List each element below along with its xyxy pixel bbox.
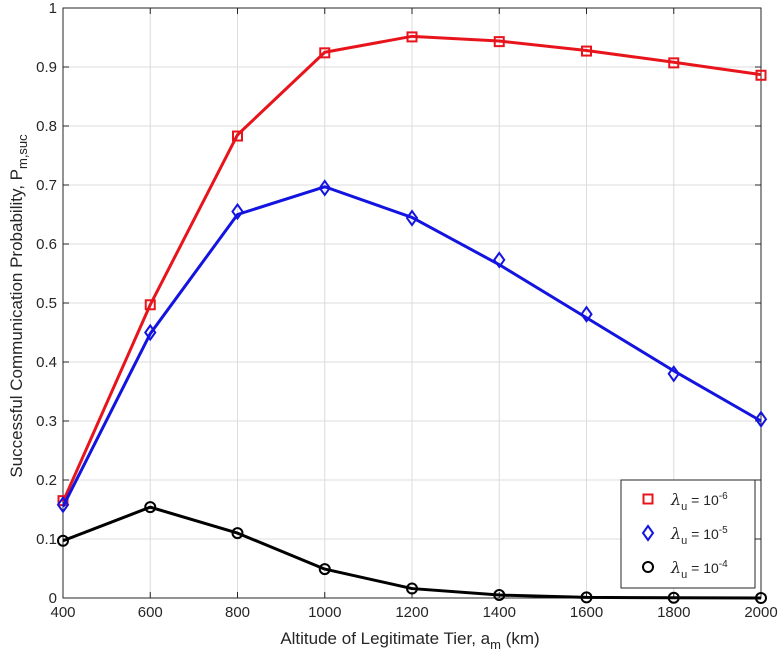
data-point <box>144 323 157 342</box>
x-tick-label: 800 <box>225 604 250 621</box>
x-tick-label: 1000 <box>308 604 341 621</box>
x-tick-label: 2000 <box>744 604 777 621</box>
x-tick-label: 400 <box>50 604 75 621</box>
y-tick-label: 0.1 <box>36 531 57 548</box>
legend-label: λu = 10-4 <box>670 558 728 581</box>
data-point <box>406 31 418 43</box>
legend-entry: λu = 10-4 <box>642 558 728 581</box>
data-point <box>755 69 767 81</box>
series-line <box>62 505 762 600</box>
data-point <box>144 501 157 514</box>
legend-entry: λu = 10-6 <box>642 490 728 513</box>
x-tick-label: 1600 <box>570 604 603 621</box>
y-tick-label: 0.3 <box>36 413 57 430</box>
x-tick-label: 600 <box>138 604 163 621</box>
data-point <box>667 365 680 383</box>
legend-label: λu = 10-6 <box>670 490 728 513</box>
data-point <box>667 591 680 604</box>
x-axis-title: Altitude of Legitimate Tier, am (km) <box>280 629 539 652</box>
series-line <box>61 185 762 508</box>
data-point <box>493 251 506 269</box>
data-point <box>580 305 593 323</box>
data-point <box>318 563 331 576</box>
y-tick-label: 0.5 <box>36 295 57 312</box>
y-tick-label: 0.7 <box>36 177 57 194</box>
data-point <box>493 36 505 48</box>
x-tick-label: 1400 <box>483 604 516 621</box>
y-tick-label: 0.8 <box>36 118 57 135</box>
legend-label: λu = 10-5 <box>670 524 728 547</box>
y-tick-label: 0.6 <box>36 236 57 253</box>
legend: λu = 10-6 λu = 10-5 λu = 10-4 <box>620 479 756 589</box>
y-tick-label: 0.9 <box>36 59 57 76</box>
legend-marker <box>641 524 655 542</box>
data-point <box>56 496 70 514</box>
data-point <box>318 179 331 197</box>
data-point <box>144 299 156 311</box>
data-point <box>231 527 244 540</box>
y-tick-label: 0 <box>49 590 57 607</box>
y-axis-title: Successful Communication Probability, Pm… <box>7 134 30 478</box>
data-point <box>581 45 592 57</box>
data-point <box>755 592 767 604</box>
data-point <box>580 591 593 604</box>
data-point <box>232 130 243 142</box>
data-point <box>231 202 244 221</box>
y-tick-label: 0.2 <box>36 472 57 489</box>
data-point <box>406 582 418 595</box>
y-tick-label: 0.4 <box>36 354 57 371</box>
series-layer <box>56 31 768 604</box>
legend-entry: λu = 10-5 <box>641 524 728 547</box>
legend-marker <box>642 493 654 505</box>
series-2 <box>57 501 767 604</box>
series-line <box>61 34 762 503</box>
series-1 <box>56 179 768 514</box>
series-0 <box>57 31 767 507</box>
data-point <box>57 534 69 547</box>
x-tick-label: 1200 <box>395 604 428 621</box>
data-point <box>754 410 768 428</box>
data-point <box>668 57 680 69</box>
data-point <box>405 209 419 227</box>
axes: 400 600 800 1000 1200 1400 1600 1800 2000 0 0.1 0.2… <box>36 0 778 621</box>
data-point <box>319 47 331 59</box>
data-point <box>493 589 506 602</box>
y-tick-label: 1 <box>49 0 57 17</box>
x-tick-label: 1800 <box>657 604 690 621</box>
legend-marker <box>642 561 654 573</box>
